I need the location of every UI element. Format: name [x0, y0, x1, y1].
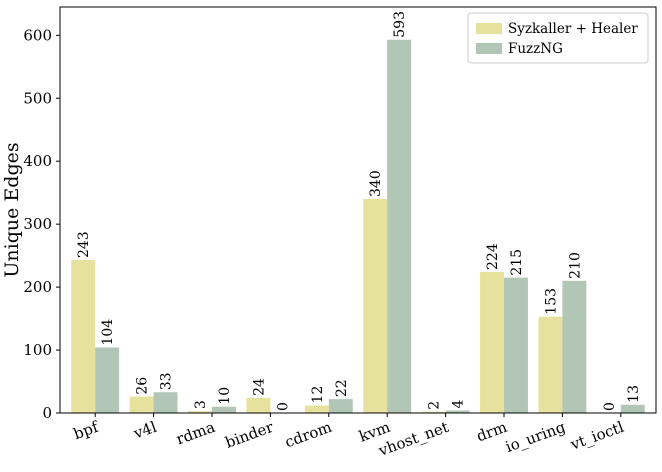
- bar-value-label: 243: [76, 231, 92, 258]
- legend-label: FuzzNG: [508, 41, 563, 57]
- y-axis: 0 100 200 300 400 500 600: [23, 26, 60, 422]
- bar-value-label: 22: [334, 379, 350, 397]
- bar-v4l-series-2: [153, 392, 178, 413]
- bar-kvm-series-1: [363, 198, 388, 413]
- plot-frame: [59, 6, 657, 414]
- legend-swatch: [476, 23, 502, 34]
- bar-io_uring-series-1: [538, 316, 563, 413]
- bar-value-label: 0: [602, 402, 618, 411]
- bar-value-label: 593: [392, 11, 408, 38]
- bar-rdma-series-2: [212, 406, 236, 413]
- bar-value-label: 340: [368, 170, 384, 197]
- bar-value-label: 4: [451, 399, 467, 408]
- x-tick-label: v4l: [130, 418, 159, 443]
- bar-drm-series-2: [504, 277, 528, 413]
- y-tick-label: 500: [23, 89, 52, 107]
- bar-value-label: 2: [427, 401, 443, 410]
- bar-value-label: 215: [509, 249, 525, 276]
- y-tick-label: 100: [23, 341, 52, 359]
- bar-value-label: 24: [251, 378, 267, 396]
- bar-vhost_net-series-1: [421, 411, 446, 413]
- legend-box: [467, 12, 649, 64]
- y-tick-label: 400: [23, 152, 52, 170]
- x-tick-label: binder: [223, 418, 277, 452]
- bar-value-label: 3: [193, 400, 209, 409]
- x-tick-label: cdrom: [282, 418, 334, 451]
- bar-rdma-series-1: [188, 411, 212, 413]
- y-axis-title: Unique Edges: [1, 142, 23, 277]
- bar-value-label: 26: [135, 377, 151, 395]
- x-tick-label: rdma: [174, 418, 218, 449]
- x-tick-label: io_uring: [503, 418, 568, 456]
- bar-io_uring-series-2: [562, 280, 587, 413]
- bar-vt_ioctl-series-2: [620, 404, 645, 413]
- bar-v4l-series-1: [129, 396, 154, 413]
- bar-value-label: 0: [275, 402, 291, 411]
- bar-bpf-series-2: [95, 347, 120, 413]
- bar-bpf-series-1: [71, 260, 96, 413]
- bar-vhost_net-series-2: [445, 410, 470, 413]
- bar-value-label: 224: [485, 243, 501, 270]
- x-tick-label: bpf: [71, 417, 102, 443]
- y-tick-label: 300: [23, 215, 52, 233]
- y-tick-label: 600: [23, 26, 52, 44]
- bar-value-label: 104: [100, 319, 116, 346]
- bar-cdrom-series-1: [304, 405, 329, 413]
- legend-swatch: [476, 43, 502, 54]
- y-tick-label: 200: [23, 278, 52, 296]
- y-tick-label: 0: [42, 404, 52, 422]
- bar-value-label: 13: [626, 385, 642, 403]
- bar-value-label: 12: [310, 386, 326, 404]
- legend: Syzkaller + Healer FuzzNG: [467, 12, 649, 64]
- bar-value-label: 33: [159, 372, 175, 390]
- bars-group: [71, 39, 645, 413]
- bar-binder-series-1: [246, 397, 271, 413]
- bar-value-label: 153: [543, 288, 559, 315]
- x-tick-label: vt_ioctl: [567, 418, 626, 454]
- bar-drm-series-1: [480, 272, 504, 413]
- bar-kvm-series-2: [387, 39, 412, 413]
- bar-value-label: 10: [217, 387, 233, 405]
- bar-cdrom-series-2: [328, 399, 353, 413]
- bar-value-label: 210: [567, 252, 583, 279]
- legend-label: Syzkaller + Healer: [508, 21, 638, 37]
